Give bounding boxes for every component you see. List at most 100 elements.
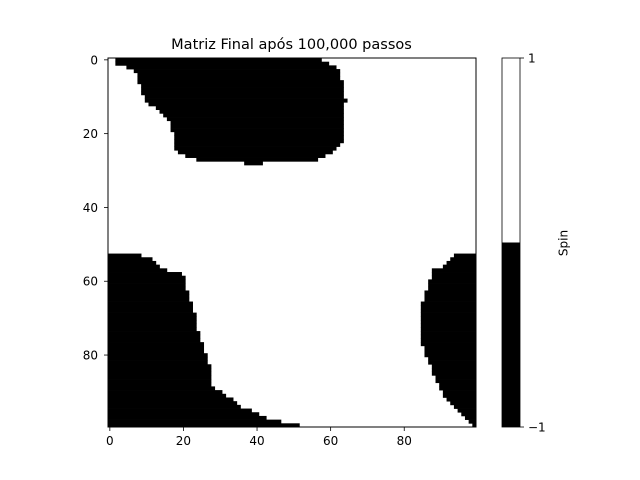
- right-cluster: [420, 253, 477, 428]
- spin-cell-run: [108, 331, 201, 336]
- spin-cell-run: [141, 87, 344, 92]
- spin-cell-run: [431, 371, 477, 376]
- spin-cell-run: [144, 94, 344, 99]
- spin-cell-run: [108, 364, 212, 369]
- spin-cell-run: [424, 345, 477, 350]
- spin-cell-run: [108, 327, 197, 332]
- spin-cell-run: [420, 342, 477, 347]
- spin-cell-run: [420, 305, 477, 310]
- spin-cell-run: [420, 316, 477, 321]
- y-tick-label: 80: [83, 349, 98, 363]
- spin-cell-run: [424, 290, 477, 295]
- spin-cell-run: [453, 404, 477, 409]
- spin-cell-run: [108, 264, 160, 269]
- spin-cell-run: [428, 283, 477, 288]
- spin-cell-run: [155, 105, 344, 111]
- spin-cell-run: [108, 272, 182, 277]
- spin-cell-run: [108, 375, 212, 380]
- spin-cell-run: [163, 113, 344, 118]
- spin-cell-run: [159, 109, 344, 114]
- spin-cell-run: [174, 131, 344, 136]
- spin-cell-run: [464, 415, 477, 420]
- spin-cell-run: [108, 356, 208, 361]
- spin-cell-run: [420, 334, 477, 339]
- spin-cell-run: [148, 102, 344, 107]
- spin-cell-run: [420, 319, 477, 325]
- spin-cell-run: [442, 390, 477, 395]
- spin-cell-run: [108, 279, 186, 284]
- x-tick-label: 80: [397, 434, 412, 448]
- spin-cell-run: [424, 297, 477, 302]
- spin-cell-run: [108, 260, 157, 265]
- spin-cell-run: [431, 367, 477, 372]
- y-tick-label: 20: [83, 127, 98, 141]
- x-tick-label: 40: [249, 434, 264, 448]
- spin-cell-run: [108, 353, 208, 358]
- spin-cell-run: [108, 342, 205, 347]
- spin-cell-run: [108, 397, 234, 402]
- spin-cell-run: [108, 316, 197, 321]
- spin-cell-run: [424, 349, 477, 354]
- spin-cell-run: [108, 401, 238, 406]
- spin-cell-run: [420, 312, 477, 317]
- spin-cell-run: [461, 412, 477, 417]
- spin-cell-run: [472, 423, 477, 428]
- spin-cell-run: [141, 91, 344, 96]
- spin-cell-run: [108, 423, 300, 428]
- colorbar-label: Spin: [557, 230, 571, 256]
- spin-cell-run: [108, 319, 197, 325]
- x-tick-label: 60: [323, 434, 338, 448]
- spin-cell-run: [439, 386, 477, 391]
- spin-cell-run: [108, 283, 186, 288]
- heatmap-frame: [107, 57, 477, 428]
- spin-cell-run: [108, 382, 212, 387]
- spin-cell-run: [166, 117, 344, 122]
- spin-cell-run: [185, 153, 326, 158]
- spin-cell-run: [108, 312, 197, 317]
- spin-cell-run: [108, 323, 197, 328]
- spin-cell-run: [442, 393, 477, 398]
- colorbar-tick-label: −1: [528, 421, 546, 435]
- chart-title: Matriz Final após 100,000 passos: [171, 37, 412, 53]
- spin-cell-run: [431, 272, 477, 277]
- spin-cell-run: [170, 124, 344, 129]
- spin-cell-run: [133, 69, 341, 74]
- spin-cell-run: [424, 353, 477, 358]
- spin-cell-run: [108, 360, 208, 365]
- spin-cell-run: [431, 364, 477, 369]
- spin-cell-run: [108, 308, 193, 313]
- spin-cell-run: [170, 128, 344, 133]
- spin-cell-run: [420, 327, 477, 332]
- spin-cell-run: [108, 393, 227, 398]
- spin-cell-run: [196, 157, 319, 162]
- y-axis: 0 20 40 60 80: [83, 53, 108, 363]
- top-cluster: [115, 58, 348, 166]
- spin-cell-run: [108, 408, 252, 413]
- y-tick-label: 60: [83, 275, 98, 289]
- spin-cell-run: [108, 253, 142, 258]
- spin-cell-run: [244, 161, 263, 166]
- y-tick-label: 40: [83, 201, 98, 215]
- spin-cell-run: [108, 390, 223, 395]
- spin-cell-run: [115, 58, 322, 63]
- spin-cell-run: [174, 139, 344, 144]
- spin-cell-run: [108, 301, 193, 306]
- spin-cell-run: [435, 375, 477, 380]
- spin-cell-run: [431, 268, 477, 273]
- spin-cell-run: [144, 98, 348, 103]
- spin-cell-run: [435, 379, 477, 384]
- spin-cell-run: [446, 260, 477, 265]
- colorbar-segment-spin-down: [502, 242, 520, 427]
- colorbar-frame: [501, 57, 521, 428]
- spin-cell-run: [428, 356, 477, 361]
- spin-cell-run: [174, 146, 337, 151]
- spin-cell-run: [108, 371, 212, 376]
- spin-cell-run: [108, 415, 267, 420]
- spin-cell-run: [137, 76, 341, 81]
- spin-cell-run: [108, 386, 216, 391]
- spin-cell-run: [108, 334, 201, 339]
- spin-cell-run: [108, 275, 186, 280]
- spin-cell-run: [420, 301, 477, 306]
- spin-cell-run: [108, 257, 153, 262]
